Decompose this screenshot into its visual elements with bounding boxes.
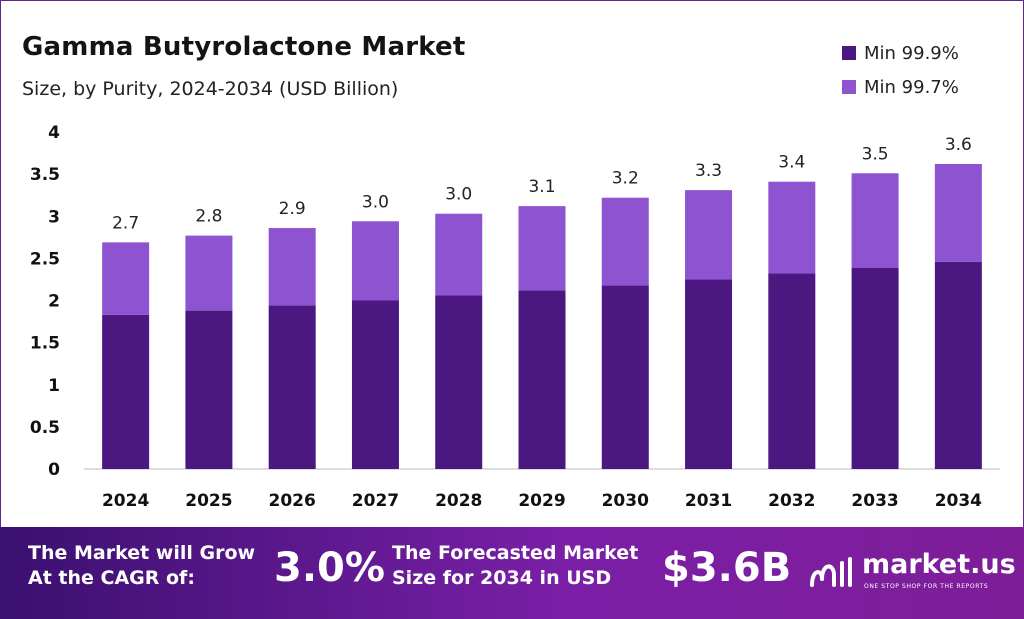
legend-item-min999: Min 99.9% [842,36,959,70]
bar-total-label: 3.5 [862,144,889,164]
x-tick-label: 2024 [102,491,149,511]
bar-total-label: 2.7 [112,213,139,233]
forecast-label: The Forecasted Market Size for 2034 in U… [392,541,638,591]
x-tick-label: 2026 [269,491,316,511]
bar-total-label: 3.6 [945,135,972,155]
bar-min999 [351,300,399,469]
x-tick-label: 2027 [352,491,399,511]
bar-total-label: 3.3 [695,161,722,181]
y-tick-label: 0.5 [30,418,60,438]
bar-total-label: 3.1 [528,177,555,197]
bar-min997 [851,173,899,268]
x-tick-label: 2032 [768,491,815,511]
legend-swatch-min997 [842,80,856,94]
bar-total-label: 3.4 [778,153,805,173]
legend: Min 99.9% Min 99.7% [842,36,959,104]
bar-min997 [351,221,399,301]
y-tick-label: 0 [48,460,60,480]
bar-min999 [268,305,316,469]
bar-chart: 0 0.5 1 1.5 2 2.5 3 3.5 4 2.7 2024 2.8 2025 2.9 2026 3.… [30,123,1000,511]
forecast-label-line2: Size for 2034 in USD [392,567,612,589]
chart-title: Gamma Butyrolactone Market [22,32,466,62]
bar-min997 [685,190,733,280]
legend-swatch-min999 [842,46,856,60]
cagr-value: 3.0% [274,545,385,591]
bar-min999 [601,285,649,469]
x-tick-label: 2025 [185,491,232,511]
bar-min997 [601,197,649,286]
x-tick-label: 2029 [518,491,565,511]
bar-min999 [435,295,483,469]
bar-min997 [185,235,233,311]
bar-total-label: 3.0 [362,192,389,212]
bar-min997 [102,242,150,315]
legend-label-min997: Min 99.7% [864,76,959,98]
bar-min999 [851,267,899,469]
y-tick-label: 1.5 [30,334,60,354]
y-tick-label: 4 [48,123,60,143]
bar-total-label: 2.9 [279,199,306,219]
x-tick-label: 2030 [602,491,649,511]
legend-label-min999: Min 99.9% [864,42,959,64]
bar-total-label: 2.8 [195,207,222,227]
brand-tagline: ONE STOP SHOP FOR THE REPORTS [864,583,989,590]
forecast-value: $3.6B [662,545,792,591]
y-tick-label: 2 [48,292,60,312]
x-tick-label: 2028 [435,491,482,511]
market-us-logo-icon [810,557,852,587]
x-tick-label: 2034 [935,491,982,511]
forecast-label-line1: The Forecasted Market [392,542,639,564]
x-tick-label: 2031 [685,491,732,511]
bar-min999 [934,261,982,469]
y-tick-label: 3.5 [30,165,60,185]
y-tick-label: 1 [48,376,60,396]
brand-name: market.us [862,549,1016,580]
cagr-label-line1: The Market will Grow [28,542,256,564]
y-tick-label: 2.5 [30,249,60,269]
legend-item-min997: Min 99.7% [842,70,959,104]
y-tick-label: 3 [48,207,60,227]
cagr-label-line2: At the CAGR of: [28,567,195,589]
bar-min999 [518,290,566,469]
x-tick-label: 2033 [851,491,898,511]
chart-subtitle: Size, by Purity, 2024-2034 (USD Billion) [22,78,399,100]
bar-total-label: 3.2 [612,169,639,189]
bar-min997 [435,213,483,296]
bar-min997 [768,181,816,274]
footer-banner: The Market will Grow At the CAGR of: 3.0… [0,527,1024,619]
bar-min997 [934,164,982,262]
bar-min997 [518,206,566,291]
cagr-label: The Market will Grow At the CAGR of: [28,541,255,591]
bar-min999 [185,310,233,469]
bar-min997 [268,228,316,306]
bar-min999 [102,314,150,469]
bar-min999 [768,273,816,469]
bar-min999 [685,279,733,469]
bar-total-label: 3.0 [445,185,472,205]
